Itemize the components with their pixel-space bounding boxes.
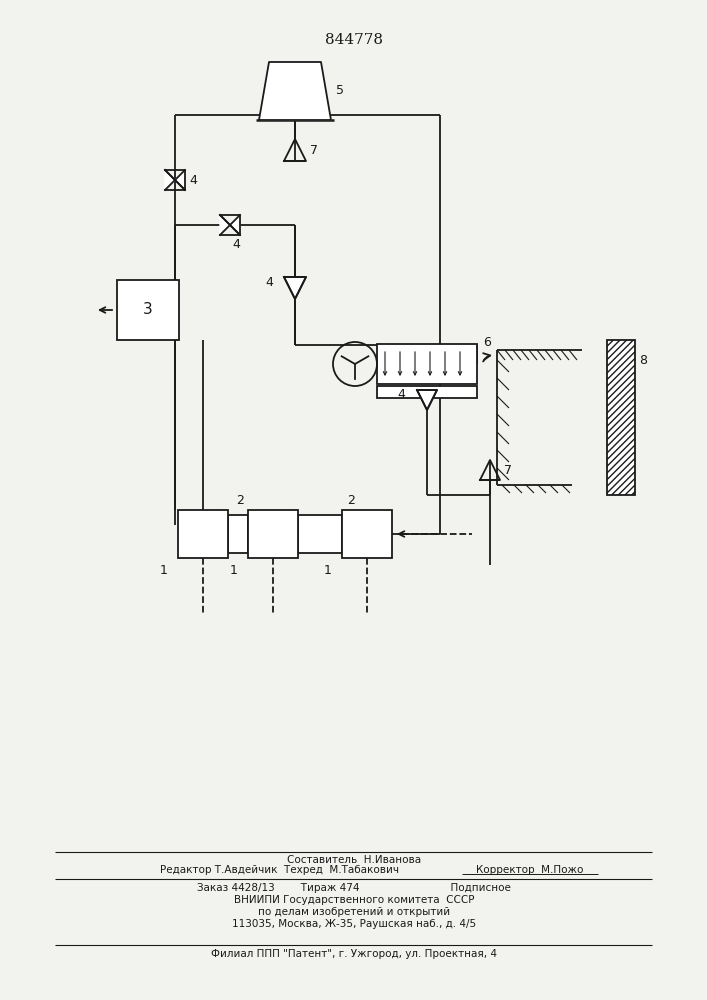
Text: по делам изобретений и открытий: по делам изобретений и открытий — [258, 907, 450, 917]
Text: Редактор Т.Авдейчик  Техред  М.Табакович: Редактор Т.Авдейчик Техред М.Табакович — [160, 865, 399, 875]
Bar — [117, 280, 179, 340]
FancyArrowPatch shape — [483, 353, 490, 361]
Text: 5: 5 — [336, 85, 344, 98]
Text: ВНИИПИ Государственного комитета  СССР: ВНИИПИ Государственного комитета СССР — [234, 895, 474, 905]
Bar — [178, 510, 228, 558]
Text: 2: 2 — [347, 494, 355, 508]
Text: 2: 2 — [236, 494, 244, 508]
Polygon shape — [230, 215, 240, 235]
Bar — [607, 340, 635, 495]
Polygon shape — [165, 170, 175, 190]
Polygon shape — [220, 215, 230, 235]
Bar — [377, 344, 477, 384]
Text: Заказ 4428/13        Тираж 474                            Подписное: Заказ 4428/13 Тираж 474 Подписное — [197, 883, 511, 893]
Text: 7: 7 — [504, 464, 512, 477]
Text: 113035, Москва, Ж-35, Раушская наб., д. 4/5: 113035, Москва, Ж-35, Раушская наб., д. … — [232, 919, 476, 929]
Text: 1: 1 — [324, 564, 332, 576]
Text: Составитель  Н.Иванова: Составитель Н.Иванова — [287, 855, 421, 865]
Text: 4: 4 — [397, 388, 405, 401]
Text: 6: 6 — [483, 336, 491, 349]
Text: Корректор  М.Пожо: Корректор М.Пожо — [477, 865, 584, 875]
Polygon shape — [417, 390, 437, 410]
Bar — [248, 510, 298, 558]
Polygon shape — [284, 277, 306, 299]
Bar — [298, 515, 342, 553]
Polygon shape — [175, 170, 185, 190]
Polygon shape — [259, 62, 331, 120]
Text: 1: 1 — [230, 564, 238, 576]
Text: 4: 4 — [232, 238, 240, 251]
Text: 4: 4 — [189, 174, 197, 186]
Text: 4: 4 — [265, 276, 273, 290]
Bar — [342, 510, 392, 558]
Text: 8: 8 — [639, 354, 647, 366]
Text: 1: 1 — [160, 564, 168, 576]
Text: 3: 3 — [143, 302, 153, 318]
Text: Филиал ППП "Патент", г. Ужгород, ул. Проектная, 4: Филиал ППП "Патент", г. Ужгород, ул. Про… — [211, 949, 497, 959]
Bar — [228, 515, 248, 553]
Bar — [377, 386, 477, 398]
Text: 7: 7 — [310, 143, 318, 156]
Text: 844778: 844778 — [325, 33, 383, 47]
